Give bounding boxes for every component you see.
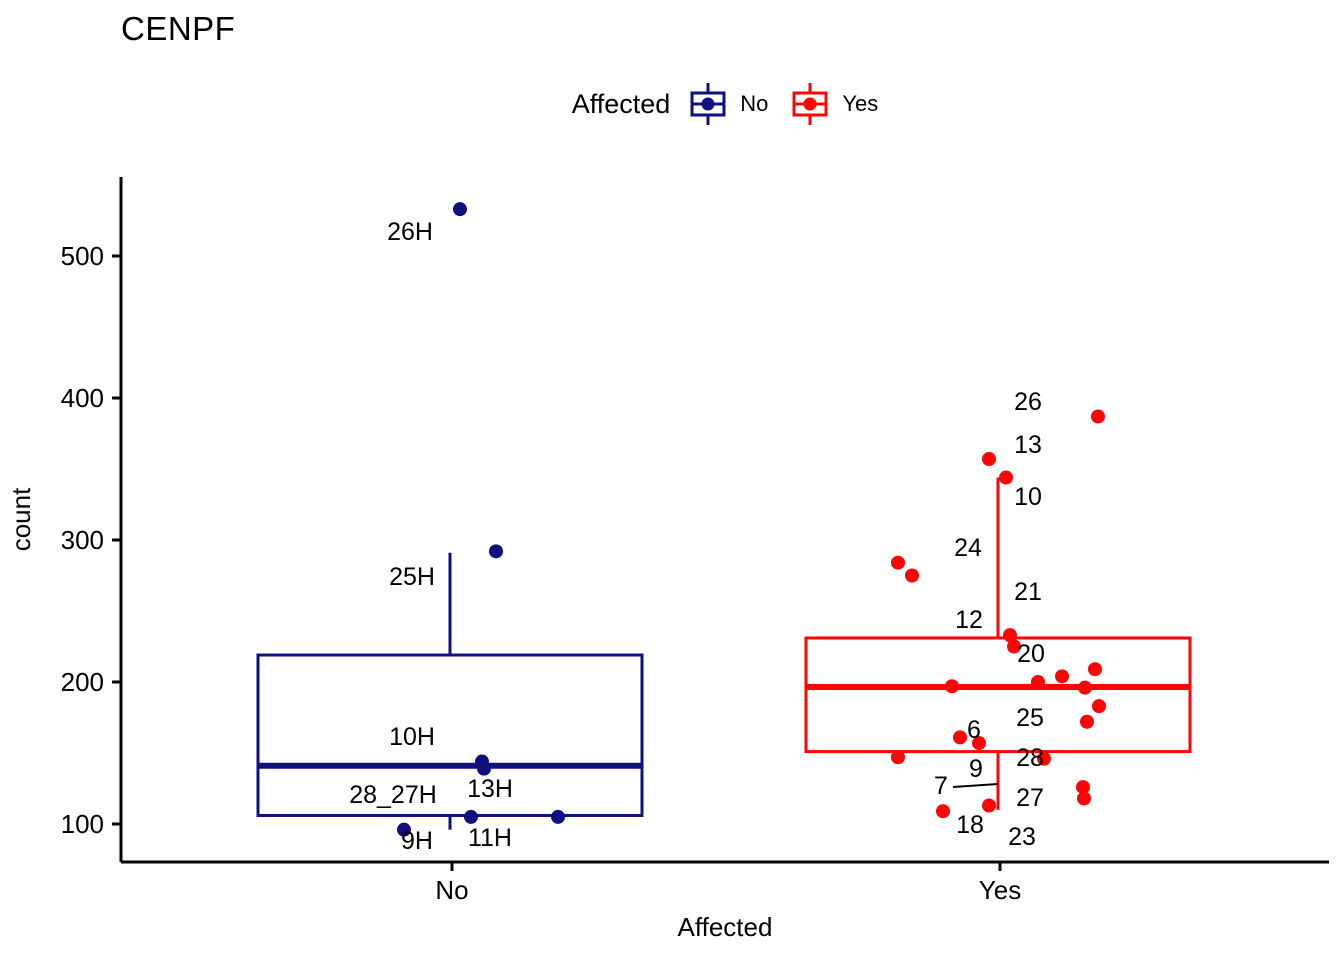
data-point-yes xyxy=(905,568,919,583)
data-point-no xyxy=(464,809,478,824)
data-point-yes xyxy=(936,804,950,819)
sample-label-23: 23 xyxy=(1008,823,1036,851)
data-point-yes xyxy=(891,555,905,570)
y-tick-label: 400 xyxy=(61,383,104,413)
label-leader-line xyxy=(952,783,999,788)
data-point-no xyxy=(489,544,503,559)
y-axis-title: count xyxy=(6,487,36,551)
sample-label-9H: 9H xyxy=(401,827,433,855)
data-point-yes xyxy=(982,452,996,467)
data-point-yes xyxy=(953,730,967,745)
data-point-yes xyxy=(1055,669,1069,684)
sample-label-21: 21 xyxy=(1014,578,1042,606)
data-point-yes xyxy=(1078,680,1092,695)
y-tick-label: 300 xyxy=(61,525,104,555)
data-point-yes xyxy=(1031,675,1045,689)
data-point-yes xyxy=(1092,699,1106,714)
data-point-yes xyxy=(1037,751,1051,766)
sample-label-6: 6 xyxy=(967,716,981,744)
chart-title: CENPF xyxy=(121,10,236,47)
data-point-yes xyxy=(1003,628,1017,643)
sample-label-24: 24 xyxy=(954,534,982,562)
y-tick-label: 100 xyxy=(61,809,104,839)
data-point-yes xyxy=(891,750,905,765)
x-tick-label-yes: Yes xyxy=(979,875,1021,905)
legend-item-label: Yes xyxy=(842,91,879,116)
legend-items: No Yes xyxy=(688,82,878,126)
sample-label-26: 26 xyxy=(1014,388,1042,416)
sample-label-18: 18 xyxy=(956,811,984,839)
legend: Affected No Yes xyxy=(121,82,1329,126)
legend-item-yes[interactable]: Yes xyxy=(790,82,878,126)
data-point-no xyxy=(397,822,411,837)
data-point-yes xyxy=(999,470,1013,485)
x-tick-label-no: No xyxy=(435,875,468,905)
sample-label-11H: 11H xyxy=(468,824,512,852)
data-point-yes xyxy=(1088,662,1102,677)
sample-label-7: 7 xyxy=(934,772,948,800)
sample-label-10: 10 xyxy=(1014,483,1042,511)
sample-label-28_27H: 28_27H xyxy=(349,781,437,809)
legend-title: Affected xyxy=(571,88,671,119)
sample-label-13: 13 xyxy=(1014,431,1042,459)
data-point-yes xyxy=(945,679,959,694)
boxplot-key-icon xyxy=(690,83,726,125)
data-point-yes xyxy=(982,798,996,813)
legend-item-label: No xyxy=(740,91,769,116)
sample-label-20: 20 xyxy=(1017,640,1045,668)
sample-label-25H: 25H xyxy=(389,563,435,591)
data-point-yes xyxy=(972,736,986,751)
data-point-no xyxy=(551,809,565,824)
box-yes xyxy=(804,636,1192,754)
sample-label-10H: 10H xyxy=(389,723,435,751)
sample-label-28: 28 xyxy=(1016,744,1044,772)
data-point-yes xyxy=(1076,780,1090,795)
sample-label-12: 12 xyxy=(955,606,983,634)
sample-label-9: 9 xyxy=(969,755,983,783)
data-point-yes xyxy=(1080,714,1094,729)
sample-label-25: 25 xyxy=(1016,704,1044,732)
data-point-yes xyxy=(1007,639,1021,654)
x-axis-title: Affected xyxy=(678,912,773,942)
y-tick-label: 200 xyxy=(61,667,104,697)
legend-item-no[interactable]: No xyxy=(688,82,768,126)
y-tick-label: 500 xyxy=(61,241,104,271)
data-point-yes xyxy=(1077,791,1091,806)
data-point-no xyxy=(453,202,467,217)
data-point-no xyxy=(477,761,491,776)
sample-label-13H: 13H xyxy=(467,775,513,803)
data-point-yes xyxy=(1091,409,1105,424)
box-no xyxy=(256,653,644,817)
boxplot-key-icon xyxy=(792,83,828,125)
sample-label-27: 27 xyxy=(1016,784,1044,812)
sample-label-26H: 26H xyxy=(387,218,433,246)
